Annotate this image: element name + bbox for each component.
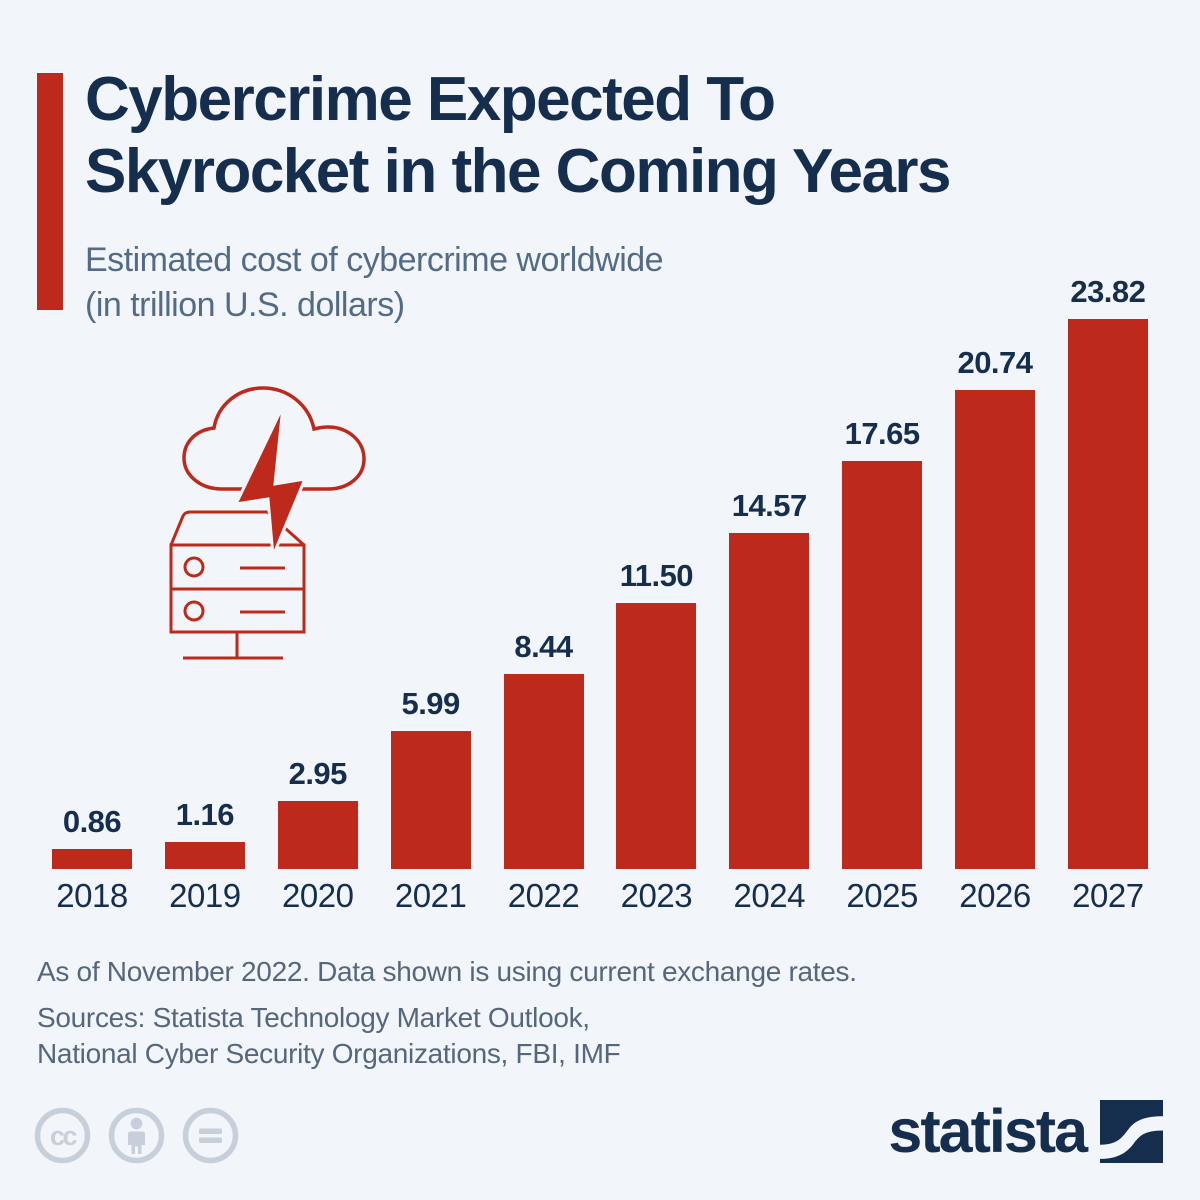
bar	[955, 390, 1035, 869]
bar	[1067, 319, 1148, 869]
svg-text:cc: cc	[50, 1121, 78, 1151]
x-axis-label: 2024	[733, 877, 806, 914]
bar-value-label: 1.16	[175, 797, 235, 832]
bar-value-label: 14.57	[731, 488, 808, 523]
sources-line-1: Sources: Statista Technology Market Outl…	[37, 1002, 590, 1033]
bar	[52, 849, 132, 869]
bar-column-2026: 20.74 2026	[955, 262, 1035, 915]
bar-column-2018: 0.86 2018	[52, 262, 132, 915]
lightning-bolt	[233, 405, 308, 557]
sources-line-2: National Cyber Security Organizations, F…	[37, 1038, 621, 1069]
cloud-lightning-server-icon	[169, 386, 366, 660]
bar	[729, 533, 810, 869]
bar-chart: 0.86 2018 1.16 2019 2.95 2020 5.99 2021 8.44 2022…	[52, 262, 1148, 915]
bar-value-label: 17.65	[844, 416, 921, 451]
bar-value-label: 5.99	[401, 686, 460, 721]
data-note: As of November 2022. Data shown is using…	[37, 956, 857, 987]
creative-commons-icon: cc	[34, 1107, 91, 1164]
page-title: Cybercrime Expected To Skyrocket in the …	[85, 64, 952, 208]
title-accent-bar	[37, 73, 63, 310]
bar	[503, 674, 584, 869]
x-axis-label: 2022	[507, 877, 580, 914]
license-icons: cc	[34, 1107, 239, 1164]
statista-logo-text: statista	[888, 1097, 1088, 1165]
title-line-1: Cybercrime Expected To	[85, 65, 776, 134]
x-axis-label: 2027	[1072, 877, 1144, 914]
bar-value-label: 2.95	[288, 756, 348, 791]
bar	[616, 603, 697, 869]
no-derivatives-equals-icon	[182, 1107, 239, 1164]
cloud-outline	[182, 386, 366, 491]
statista-logo-icon	[1100, 1099, 1163, 1163]
x-axis-label: 2021	[394, 877, 467, 914]
x-axis-label: 2020	[282, 877, 354, 914]
attribution-person-icon	[108, 1107, 165, 1164]
footnote: As of November 2022. Data shown is using…	[37, 956, 857, 1072]
bar-value-label: 0.86	[62, 804, 122, 839]
x-axis-label: 2026	[959, 877, 1031, 914]
bar	[164, 842, 245, 869]
title-line-2: Skyrocket in the Coming Years	[85, 137, 952, 206]
bar	[390, 731, 471, 869]
bar-value-label: 23.82	[1070, 274, 1146, 309]
subtitle-line-1: Estimated cost of cybercrime worldwide	[85, 241, 664, 279]
x-axis-label: 2018	[56, 877, 128, 914]
bar-column-2020: 2.95 2020	[277, 262, 358, 915]
bar	[842, 461, 923, 869]
bar-column-2021: 5.99 2021	[390, 262, 471, 915]
statista-branding: statista	[888, 1096, 1163, 1166]
x-axis-label: 2023	[620, 877, 693, 914]
bar-column-2027: 23.82 2027	[1067, 262, 1148, 915]
subtitle-line-2: (in trillion U.S. dollars)	[85, 286, 405, 324]
server-led-1	[183, 556, 205, 578]
bar-column-2022: 8.44 2022	[503, 262, 584, 915]
x-axis-label: 2019	[169, 877, 241, 914]
bar-column-2023: 11.50 2023	[616, 262, 697, 915]
bar	[277, 801, 358, 869]
bar-column-2025: 17.65 2025	[842, 262, 923, 915]
bar-value-label: 11.50	[619, 558, 694, 593]
server-top-face	[169, 510, 305, 547]
chart-subtitle: Estimated cost of cybercrime worldwide (…	[85, 238, 664, 328]
bar-column-2024: 14.57 2024	[729, 262, 810, 915]
x-axis-label: 2025	[846, 877, 918, 914]
bar-value-label: 8.44	[514, 629, 573, 664]
bar-column-2019: 1.16 2019	[164, 262, 245, 915]
bar-value-label: 20.74	[957, 345, 1033, 380]
server-led-2	[183, 600, 205, 622]
